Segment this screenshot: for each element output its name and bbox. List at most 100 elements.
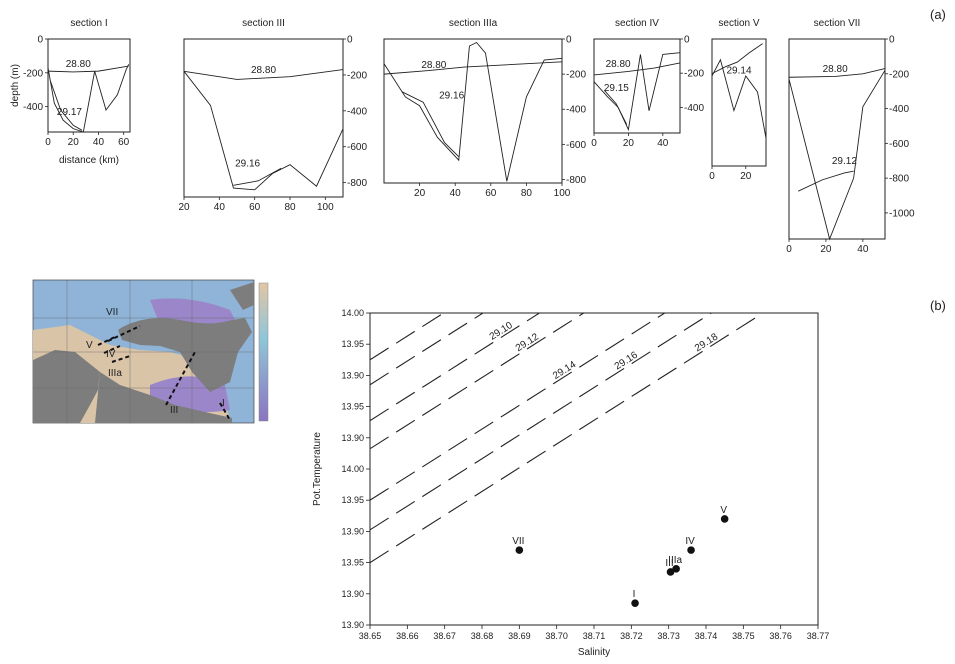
y-tick-label: 0 — [566, 35, 572, 46]
section-frame — [47, 38, 131, 133]
x-tick-label: 40 — [857, 244, 869, 255]
bottom-profile-line — [47, 64, 130, 133]
isopycnal-line — [593, 62, 681, 76]
y-tick-label: -200 — [889, 69, 909, 80]
isopycnal-label: 29.18 — [693, 331, 720, 354]
y-tick-label: 13.95 — [341, 339, 364, 349]
y-tick-label: -200 — [347, 70, 367, 81]
x-tick-label: 40 — [657, 138, 669, 149]
isopycnal-line — [383, 61, 563, 75]
contour-label: 28.80 — [66, 59, 91, 70]
isopycnal-line — [370, 313, 585, 450]
y-tick-label: -800 — [566, 175, 586, 186]
contour-label: 29.12 — [832, 156, 857, 167]
section-frame — [383, 38, 563, 184]
isopycnal-label: 29.16 — [613, 350, 640, 373]
x-tick-label: 60 — [118, 137, 130, 148]
y-tick-label: -600 — [347, 142, 367, 153]
section-frame — [788, 38, 886, 240]
section-frame — [593, 38, 681, 134]
station-label: VII — [512, 536, 524, 547]
section-chart-6: section VII 28.80 29.12 0 20 40 0 -200 -400 -600 -… — [786, 18, 915, 255]
map-land-south — [95, 372, 232, 423]
isopycnal-line — [370, 313, 666, 501]
map-label-i: I — [222, 398, 225, 409]
isopycnal-label: 29.08 — [476, 291, 503, 314]
y-tick-label: -800 — [347, 178, 367, 189]
x-tick-label: 0 — [591, 138, 597, 149]
x-tick-label: 0 — [786, 244, 792, 255]
isopycnal-line — [711, 43, 763, 75]
section-title: section IV — [615, 18, 659, 29]
ts-x-axis-label: Salinity — [578, 647, 610, 658]
station-point — [666, 568, 675, 576]
x-tick-label: 100 — [554, 188, 571, 199]
x-tick-label: 38.75 — [732, 631, 755, 641]
y-tick-label: 14.00 — [341, 308, 364, 318]
x-axis-label: distance (km) — [59, 155, 119, 166]
y-tick-label: -1000 — [889, 208, 915, 219]
x-tick-label: 38.68 — [471, 631, 494, 641]
isopycnal-line — [603, 89, 628, 125]
y-tick-label: -400 — [566, 105, 586, 116]
contour-label: 29.15 — [604, 83, 629, 94]
contour-label: 29.16 — [235, 158, 260, 169]
section-title: section III — [242, 18, 285, 29]
y-tick-label: -600 — [889, 139, 909, 150]
contour-label: 29.14 — [726, 66, 751, 77]
y-tick-label: 13.95 — [341, 495, 364, 505]
map-grid — [33, 280, 254, 423]
isopycnal-line — [233, 167, 282, 186]
x-tick-label: 60 — [485, 188, 497, 199]
station-point — [515, 546, 524, 554]
isopycnal-line — [47, 65, 129, 73]
x-tick-label: 100 — [317, 202, 334, 213]
map-land-sicily — [118, 318, 252, 392]
x-tick-label: 20 — [740, 171, 752, 182]
x-tick-label: 38.74 — [695, 631, 718, 641]
y-tick-label: -600 — [566, 140, 586, 151]
station-label: V — [720, 505, 727, 516]
x-tick-label: 40 — [214, 202, 226, 213]
x-tick-label: 20 — [414, 188, 426, 199]
x-tick-label: 0 — [709, 171, 715, 182]
y-tick-label: 14.00 — [341, 464, 364, 474]
isopycnal-label: 29.14 — [551, 359, 578, 382]
map-label-iv: IV — [106, 349, 116, 360]
map-label-iiia: IIIa — [108, 368, 122, 379]
x-tick-label: 38.69 — [508, 631, 531, 641]
y-tick-label: 0 — [684, 35, 690, 46]
isopycnal-line — [798, 170, 854, 192]
x-tick-label: 38.76 — [769, 631, 792, 641]
bottom-profile-line — [711, 58, 767, 139]
panel-label-b: (b) — [930, 298, 946, 313]
map-label-v: V — [86, 340, 93, 351]
isopycnal-line — [370, 313, 713, 531]
y-tick-label: 0 — [347, 35, 353, 46]
x-tick-label: 38.65 — [359, 631, 382, 641]
x-tick-label: 20 — [820, 244, 832, 255]
station-point — [687, 546, 695, 554]
x-tick-label: 0 — [45, 137, 51, 148]
x-tick-label: 40 — [93, 137, 105, 148]
contour-label: 29.17 — [57, 107, 82, 118]
x-tick-label: 20 — [623, 138, 635, 149]
y-tick-label: 0 — [889, 35, 895, 46]
y-tick-label: -400 — [889, 104, 909, 115]
bottom-profile-line — [383, 41, 563, 182]
x-tick-label: 38.77 — [807, 631, 830, 641]
x-tick-label: 80 — [284, 202, 296, 213]
panel-label-a: (a) — [930, 7, 946, 22]
isopycnal-label: 29.06 — [476, 266, 503, 289]
y-tick-label: -200 — [684, 69, 704, 80]
y-tick-label: 13.90 — [341, 526, 364, 536]
bottom-profile-line — [593, 52, 681, 132]
x-tick-label: 20 — [178, 202, 190, 213]
section-chart-4: section IV 28.80 29.15 0 20 40 0 -200 -400 — [591, 18, 704, 149]
x-tick-label: 38.67 — [433, 631, 456, 641]
contour-label: 28.80 — [823, 64, 848, 75]
section-title: section VII — [814, 18, 861, 29]
y-tick-label: 13.90 — [341, 589, 364, 599]
